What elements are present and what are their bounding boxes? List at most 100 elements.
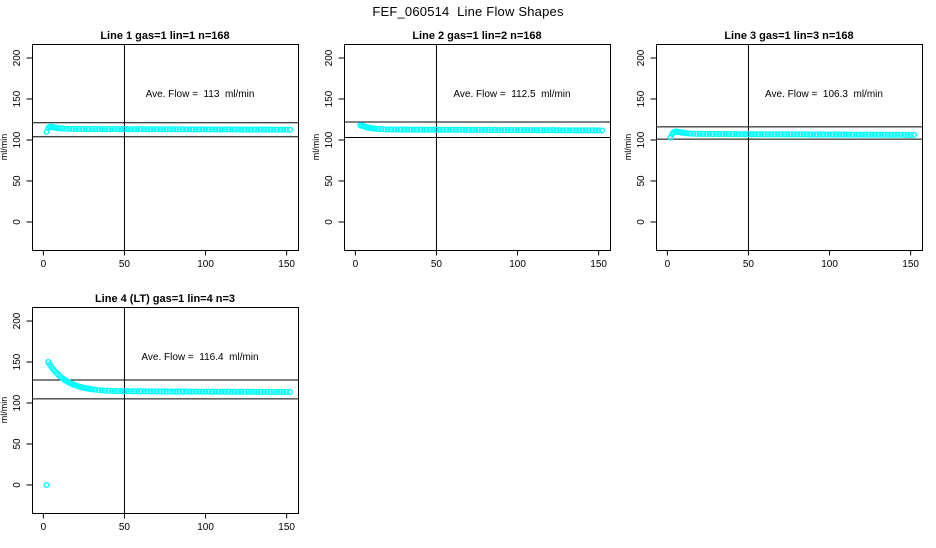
data-point [105,387,112,394]
data-point [426,126,434,133]
data-point [251,388,258,395]
data-point [150,126,157,133]
data-point [729,131,736,138]
y-tick-label: 200 [324,49,335,66]
data-point [134,388,141,395]
data-point [374,125,382,133]
y-tick-label: 200 [636,49,647,66]
data-point [456,126,463,133]
data-point [845,131,853,138]
data-point [758,131,765,138]
data-point [745,130,752,138]
data-point [179,126,186,133]
data-point [160,388,167,395]
data-point [595,127,602,134]
data-point [192,126,199,133]
y-tick-label: 150 [636,90,647,107]
data-point [868,131,875,138]
plot-box [656,44,923,251]
data-point [144,388,151,395]
data-point [75,125,83,133]
data-point [888,131,895,138]
x-tick-label: 0 [665,259,671,270]
data-point [842,131,849,138]
y-axis-label: ml/min [0,397,9,424]
data-point [907,131,914,138]
data-point [459,126,466,133]
data-point [273,126,281,133]
data-point [494,126,502,134]
data-point [712,130,720,138]
data-point [381,126,388,133]
data-point [257,126,264,133]
data-point [813,131,820,138]
data-point [72,125,79,133]
data-point [241,388,248,395]
data-point [462,126,469,134]
data-point [517,126,524,134]
data-point [273,388,281,396]
data-point [816,131,823,138]
data-point [865,131,872,138]
data-point [195,126,203,133]
data-point [891,131,898,138]
data-point [839,131,846,138]
data-point [270,126,277,133]
data-point [205,126,212,133]
data-point [498,126,505,134]
data-point [182,126,190,133]
data-point [488,126,495,134]
data-point [56,125,63,132]
data-point [247,126,255,133]
data-point [186,388,193,395]
data-point [423,126,430,133]
data-point [118,388,125,395]
data-point [556,127,563,134]
data-point [894,131,901,138]
data-point [849,131,856,138]
data-point [469,126,476,134]
data-point [88,125,96,133]
data-point [283,388,290,396]
data-point [504,126,511,134]
data-point [124,388,131,395]
y-tick-label: 100 [12,394,23,411]
data-point [195,388,203,395]
data-point [589,127,596,134]
data-point [472,126,479,133]
data-point [433,126,440,133]
data-point [784,131,791,138]
data-point [98,125,105,133]
data-point [163,126,170,133]
data-point [732,130,739,138]
panel-line-1: Line 1 gas=1 lin=1 n=168 0 50 100 150 0 50 100… [0,22,312,285]
data-point [904,131,911,139]
data-point [550,127,557,134]
data-point [901,131,908,138]
data-point [530,126,537,134]
ave-flow-annotation: Ave. Flow = 113 ml/min [145,89,255,100]
y-tick-label: 50 [12,438,23,450]
data-point [127,126,135,133]
data-point [572,127,580,134]
data-point [781,131,788,138]
data-point [251,126,258,133]
data-point [260,388,268,396]
data-point [238,388,245,395]
data-point [212,388,219,395]
ave-flow-annotation: Ave. Flow = 112.5 ml/min [453,89,571,100]
data-point [546,127,554,134]
data-point [85,126,92,133]
y-tick-label: 0 [12,482,23,488]
data-point [254,126,261,133]
data-point [228,126,235,133]
data-point [59,125,66,132]
data-point [121,388,128,395]
data-point [254,388,261,396]
data-point [247,388,255,396]
data-point [446,126,453,133]
data-point [221,126,229,133]
data-point [215,126,222,133]
data-point [823,131,830,138]
data-point [98,387,105,394]
